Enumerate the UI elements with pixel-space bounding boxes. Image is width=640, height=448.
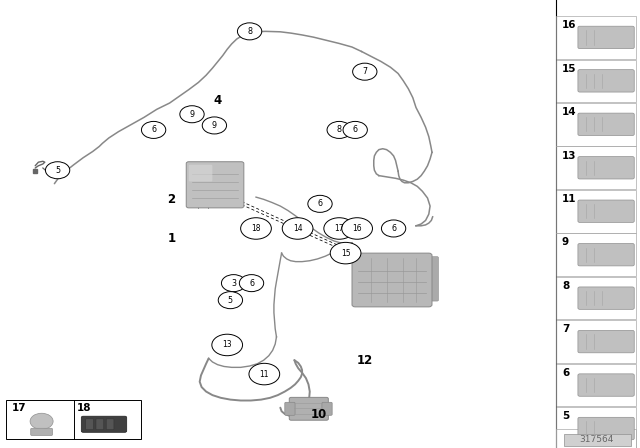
Text: 3: 3 <box>231 279 236 288</box>
FancyBboxPatch shape <box>86 419 93 430</box>
Text: 6: 6 <box>353 125 358 134</box>
FancyBboxPatch shape <box>285 402 295 415</box>
Text: 5: 5 <box>562 411 569 421</box>
FancyBboxPatch shape <box>578 113 634 135</box>
Circle shape <box>45 162 70 179</box>
FancyBboxPatch shape <box>81 416 127 432</box>
Bar <box>556 146 636 189</box>
FancyBboxPatch shape <box>426 257 438 301</box>
Text: 14: 14 <box>292 224 303 233</box>
Circle shape <box>249 363 280 385</box>
Circle shape <box>343 121 367 138</box>
Text: 6: 6 <box>391 224 396 233</box>
FancyBboxPatch shape <box>578 287 634 309</box>
Text: 9: 9 <box>189 110 195 119</box>
Text: 5: 5 <box>228 296 233 305</box>
Circle shape <box>212 334 243 356</box>
Text: 11: 11 <box>260 370 269 379</box>
FancyBboxPatch shape <box>31 428 52 435</box>
Text: 6: 6 <box>249 279 254 288</box>
Bar <box>556 364 636 406</box>
Text: 16: 16 <box>352 224 362 233</box>
Text: 9: 9 <box>212 121 217 130</box>
Text: 18: 18 <box>252 224 260 233</box>
FancyBboxPatch shape <box>578 26 634 48</box>
Circle shape <box>308 195 332 212</box>
FancyBboxPatch shape <box>352 253 432 307</box>
Text: 7: 7 <box>562 324 570 334</box>
Text: 317564: 317564 <box>579 435 613 444</box>
Text: 5: 5 <box>55 166 60 175</box>
Text: 11: 11 <box>562 194 577 204</box>
Text: 9: 9 <box>562 237 569 247</box>
Circle shape <box>330 242 361 264</box>
Text: 16: 16 <box>562 20 577 30</box>
Text: 6: 6 <box>317 199 323 208</box>
Text: 8: 8 <box>247 27 252 36</box>
FancyBboxPatch shape <box>578 418 634 440</box>
Text: 12: 12 <box>356 354 373 367</box>
Text: 13: 13 <box>222 340 232 349</box>
Text: 8: 8 <box>562 281 569 291</box>
Circle shape <box>282 218 313 239</box>
FancyBboxPatch shape <box>96 419 104 430</box>
FancyBboxPatch shape <box>578 200 634 223</box>
Text: 8: 8 <box>337 125 342 134</box>
Circle shape <box>202 117 227 134</box>
Circle shape <box>381 220 406 237</box>
Text: 1: 1 <box>168 232 175 245</box>
Circle shape <box>141 121 166 138</box>
Bar <box>556 60 636 102</box>
FancyBboxPatch shape <box>189 165 212 181</box>
Bar <box>556 407 636 448</box>
Text: 6: 6 <box>562 368 569 378</box>
Bar <box>6 400 141 439</box>
Text: 17: 17 <box>12 403 26 413</box>
Text: 13: 13 <box>562 151 577 160</box>
Bar <box>556 320 636 363</box>
Text: 6: 6 <box>151 125 156 134</box>
Text: 7: 7 <box>362 67 367 76</box>
FancyBboxPatch shape <box>578 156 634 179</box>
Bar <box>556 190 636 233</box>
FancyBboxPatch shape <box>289 397 328 420</box>
Circle shape <box>241 218 271 239</box>
Text: 14: 14 <box>562 107 577 117</box>
Bar <box>556 16 636 59</box>
FancyBboxPatch shape <box>578 374 634 396</box>
Text: 4: 4 <box>214 94 221 108</box>
Text: 10: 10 <box>310 408 327 421</box>
Text: 18: 18 <box>77 403 92 413</box>
FancyBboxPatch shape <box>106 419 114 430</box>
FancyBboxPatch shape <box>578 244 634 266</box>
FancyBboxPatch shape <box>322 402 332 415</box>
Text: 15: 15 <box>562 64 577 73</box>
FancyBboxPatch shape <box>578 331 634 353</box>
Circle shape <box>237 23 262 40</box>
Circle shape <box>327 121 351 138</box>
Circle shape <box>30 413 53 429</box>
Circle shape <box>342 218 372 239</box>
Text: 2: 2 <box>168 193 175 206</box>
Bar <box>556 277 636 319</box>
Circle shape <box>353 63 377 80</box>
Circle shape <box>239 275 264 292</box>
Circle shape <box>221 275 246 292</box>
Bar <box>556 233 636 276</box>
FancyBboxPatch shape <box>578 69 634 92</box>
Circle shape <box>218 292 243 309</box>
Bar <box>556 103 636 146</box>
FancyBboxPatch shape <box>564 434 631 446</box>
Text: 17: 17 <box>334 224 344 233</box>
Bar <box>556 429 636 448</box>
Circle shape <box>180 106 204 123</box>
FancyBboxPatch shape <box>186 162 244 208</box>
Circle shape <box>324 218 355 239</box>
Text: 15: 15 <box>340 249 351 258</box>
